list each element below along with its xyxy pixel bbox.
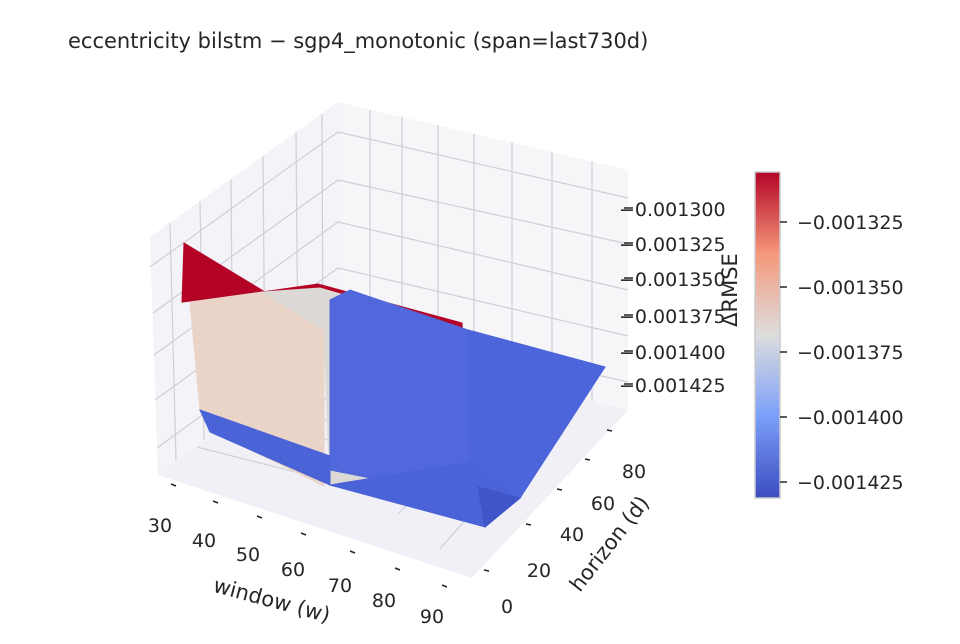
x-tick-mark: [441, 584, 448, 588]
y-tick-mark: [483, 569, 490, 572]
y-tick-label: 0: [501, 596, 513, 618]
grid-line: [337, 221, 629, 291]
x-axis: 30 40 50 60 70 80 90: [148, 483, 448, 628]
y-tick-label: 20: [527, 560, 551, 582]
y-tick-mark: [556, 488, 563, 491]
x-tick-mark: [256, 515, 263, 519]
z-tick-label: −0.001425: [619, 375, 726, 397]
z-tick-label: −0.001300: [619, 199, 726, 221]
x-tick-label: 30: [148, 515, 172, 537]
surface-face-blue-corner: [477, 486, 522, 528]
y-axis: 0 20 40 60 80: [483, 429, 646, 618]
x-tick-label: 60: [281, 559, 305, 581]
y-tick-label: 60: [591, 493, 615, 515]
x-tick-label: 70: [328, 575, 352, 597]
x-tick-mark: [349, 550, 356, 554]
x-tick-mark: [394, 567, 401, 571]
colorbar-ticks: −0.001325 −0.001350 −0.001375 −0.001400 −0.0…: [780, 212, 904, 494]
z-tick-label: −0.001325: [619, 234, 726, 256]
z-axis-label: ΔRMSE: [718, 253, 742, 327]
x-tick-label: 50: [236, 544, 260, 566]
x-tick-label: 90: [420, 606, 444, 628]
colorbar-tick-label: −0.001425: [797, 472, 904, 494]
colorbar-tick-label: −0.001350: [797, 277, 904, 299]
colorbar-gradient: [754, 171, 781, 499]
x-tick-label: 80: [372, 590, 396, 612]
x-tick-mark: [300, 532, 307, 536]
y-tick-mark: [525, 523, 532, 526]
y-tick-mark: [584, 458, 591, 461]
y-tick-label: 80: [622, 461, 646, 483]
x-tick-label: 40: [192, 530, 216, 552]
colorbar: −0.001325 −0.001350 −0.001375 −0.001400 −0.0…: [754, 171, 904, 499]
z-tick-label: −0.001350: [619, 269, 726, 291]
chart-title: eccentricity bilstm − sgp4_monotonic (sp…: [68, 29, 648, 54]
grid-line: [149, 131, 339, 268]
x-tick-mark: [212, 500, 219, 504]
grid-line: [337, 131, 629, 199]
colorbar-tick-label: −0.001375: [797, 342, 904, 364]
z-tick-label: −0.001375: [619, 306, 726, 328]
y-tick-label: 40: [560, 524, 584, 546]
colorbar-tick-label: −0.001400: [797, 407, 904, 429]
y-tick-mark: [606, 429, 613, 432]
grid-line: [337, 267, 629, 337]
grid-line: [337, 179, 629, 245]
surface: [181, 242, 606, 528]
x-tick-mark: [170, 483, 177, 487]
z-tick-label: −0.001400: [619, 342, 726, 364]
z-axis: −0.001300 −0.001325 −0.001350 −0.001375 −0.0…: [619, 199, 726, 397]
colorbar-tick-label: −0.001325: [797, 212, 904, 234]
x-axis-label: window (w): [211, 573, 333, 627]
